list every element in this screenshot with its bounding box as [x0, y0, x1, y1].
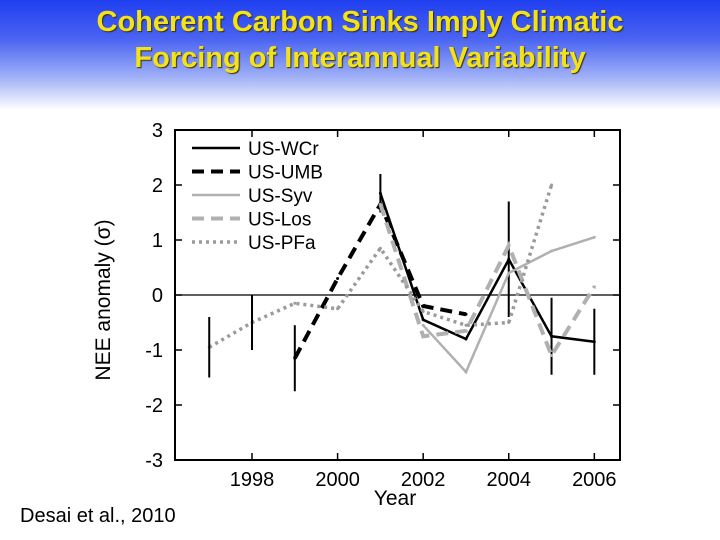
data-point-us-umb [421, 304, 425, 308]
data-point-us-wcr [421, 318, 425, 322]
series-line-us-los [378, 203, 596, 360]
data-point-us-umb [336, 277, 340, 280]
data-point-us-los [464, 329, 468, 333]
slide-title: Coherent Carbon Sinks Imply Climatic For… [0, 4, 720, 76]
data-point-us-pfa [421, 310, 425, 313]
x-tick-label: 2006 [572, 469, 617, 491]
legend-label-us-umb: US-UMB [248, 163, 323, 184]
data-point-us-los [550, 354, 554, 357]
legend-label-us-syv: US-Syv [248, 186, 313, 207]
data-point-us-wcr [464, 337, 468, 341]
y-tick-label: -3 [145, 450, 163, 472]
y-tick-label: 1 [152, 230, 163, 252]
y-axis-label: NEE anomaly (σ) [92, 219, 115, 380]
y-tick-label: 0 [152, 285, 163, 307]
data-point-us-syv [507, 271, 511, 275]
data-point-us-syv [592, 235, 596, 239]
slide-title-line-1: Coherent Carbon Sinks Imply Climatic [96, 6, 624, 38]
data-point-us-umb [464, 312, 468, 316]
data-point-us-pfa [336, 307, 340, 311]
x-tick-label: 2002 [401, 469, 446, 491]
data-point-us-los [507, 244, 511, 247]
x-tick-label: 2000 [315, 469, 360, 491]
series-line-us-pfa [208, 184, 554, 349]
citation: Desai et al., 2010 [20, 505, 176, 527]
data-point-us-los [592, 285, 596, 289]
y-tick-label: -2 [145, 395, 163, 417]
slide-title-line-2: Forcing of Interannual Variability [134, 42, 586, 74]
x-axis-label: Year [374, 487, 416, 510]
data-point-us-pfa [378, 246, 382, 250]
legend-label-us-los: US-Los [248, 210, 311, 231]
data-point-us-syv [550, 249, 554, 253]
x-tick-label: 1998 [230, 469, 275, 491]
x-tick-label: 2004 [487, 469, 532, 491]
data-point-us-los [421, 334, 425, 338]
y-tick-label: -1 [145, 340, 163, 362]
data-point-us-pfa [464, 323, 468, 327]
y-tick-label: 2 [152, 175, 163, 197]
legend-label-us-pfa: US-PFa [248, 233, 316, 254]
data-point-us-los [378, 202, 382, 206]
y-tick-label: 3 [152, 120, 163, 142]
data-point-us-syv [464, 370, 468, 374]
data-point-us-syv [421, 323, 425, 327]
data-point-us-pfa [550, 183, 554, 187]
title-band [0, 0, 720, 110]
legend-label-us-wcr: US-WCr [248, 139, 319, 160]
data-point-us-pfa [507, 321, 511, 324]
data-point-us-pfa [293, 301, 297, 305]
